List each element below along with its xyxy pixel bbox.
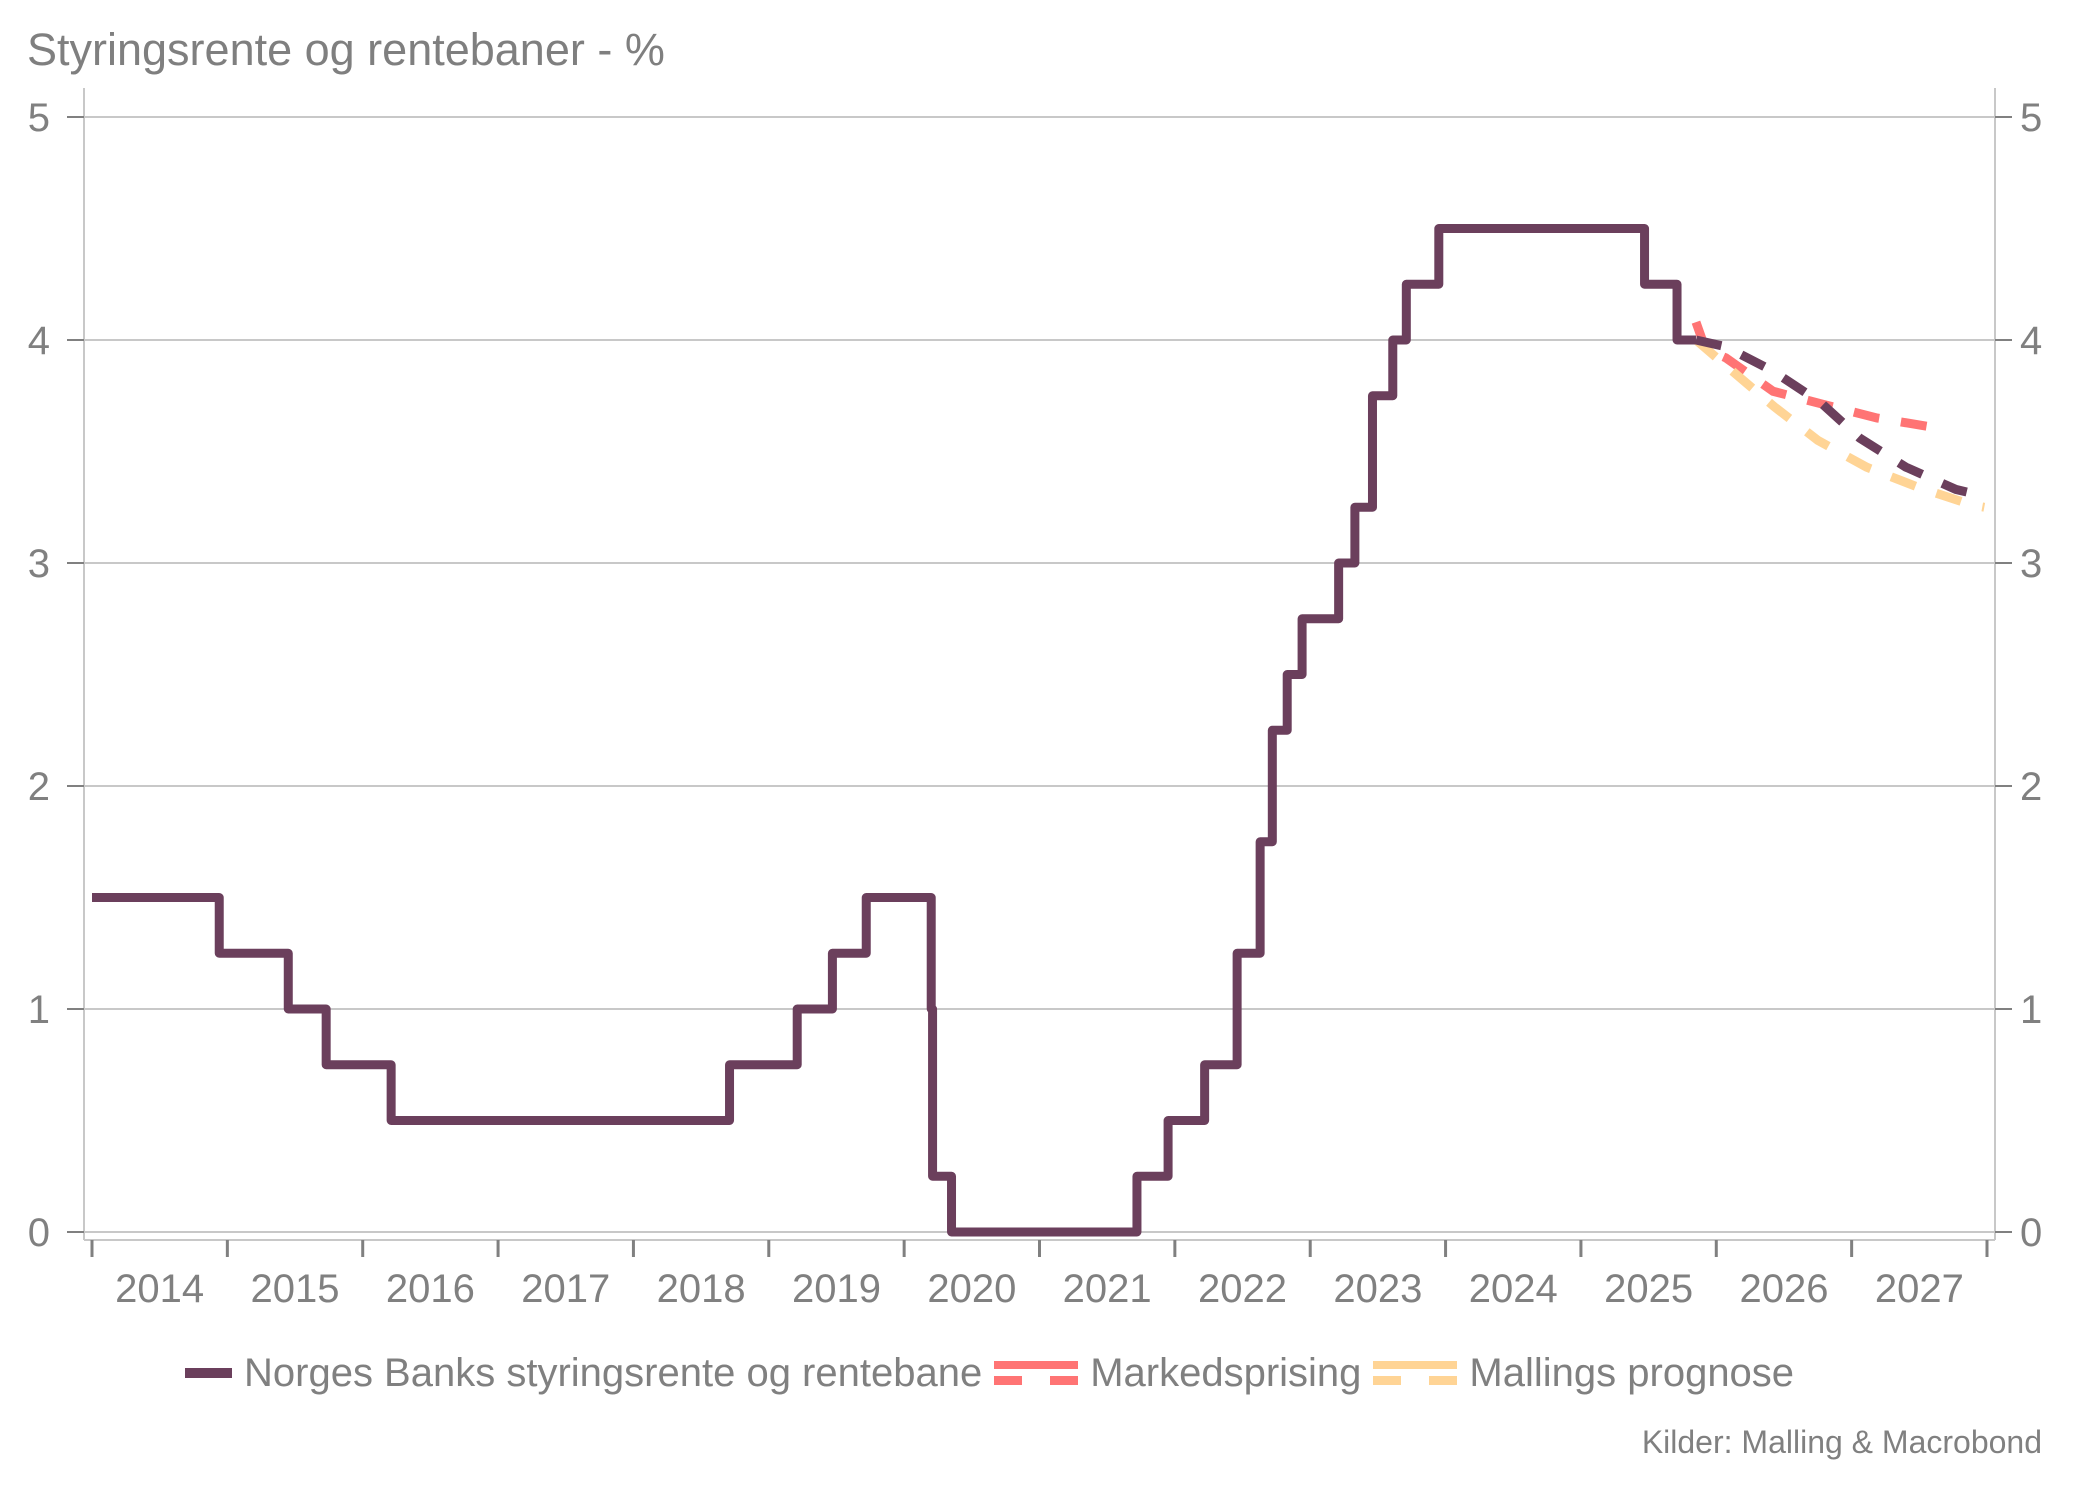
y-tick-label-right: 2 — [2020, 765, 2042, 809]
y-tick-label-left: 2 — [28, 765, 50, 809]
y-tick-label-left: 4 — [28, 319, 50, 363]
x-tick-label: 2019 — [792, 1267, 881, 1311]
series-line-dashed — [1693, 336, 1986, 512]
legend-label: Markedsprising — [1090, 1350, 1362, 1395]
y-tick-label-right: 1 — [2020, 988, 2042, 1032]
legend-label: Mallings prognose — [1469, 1350, 1795, 1395]
x-tick-label: 2026 — [1739, 1267, 1828, 1311]
y-tick-label-left: 3 — [28, 542, 50, 586]
y-axis-left: 0 1 2 3 4 5 — [28, 96, 84, 1255]
x-tick-label: 2017 — [521, 1267, 610, 1311]
legend: Norges Banks styringsrente og rentebane … — [185, 1349, 1806, 1397]
x-tick-label: 2015 — [251, 1267, 340, 1311]
y-axis-right: 0 1 2 3 4 5 — [1995, 96, 2042, 1255]
x-tick-label: 2022 — [1198, 1267, 1287, 1311]
y-tick-label-right: 3 — [2020, 542, 2042, 586]
x-tick-label: 2014 — [115, 1267, 204, 1311]
legend-item-policy-rate: Norges Banks styringsrente og rentebane — [185, 1351, 982, 1396]
source-note: Kilder: Malling & Macrobond — [1641, 1424, 2042, 1460]
x-tick-label: 2016 — [386, 1267, 475, 1311]
series-line-policy-rate — [92, 224, 1696, 1237]
legend-swatch-dashed-icon — [994, 1361, 1079, 1385]
legend-item-malling: Mallings prognose — [1373, 1351, 1794, 1396]
chart-title: Styringsrente og rentebaner - % — [27, 24, 665, 75]
legend-swatch-dashed-icon — [1373, 1361, 1458, 1385]
gridlines — [84, 116, 1995, 1233]
series-lines — [92, 224, 1986, 1237]
x-tick-label: 2027 — [1875, 1267, 1964, 1311]
x-tick-label: 2024 — [1469, 1267, 1558, 1311]
x-tick-label: 2023 — [1333, 1267, 1422, 1311]
series-line-dashed — [1691, 320, 1933, 432]
legend-swatch-solid-icon — [185, 1368, 232, 1378]
x-tick-label: 2021 — [1063, 1267, 1152, 1311]
y-tick-label-right: 4 — [2020, 319, 2042, 363]
y-tick-label-right: 0 — [2020, 1211, 2042, 1255]
y-tick-label-left: 5 — [28, 96, 50, 140]
x-tick-label: 2020 — [927, 1267, 1016, 1311]
y-tick-label-right: 5 — [2020, 96, 2042, 140]
legend-label: Norges Banks styringsrente og rentebane — [244, 1350, 983, 1395]
y-tick-label-left: 1 — [28, 988, 50, 1032]
x-tick-label: 2025 — [1604, 1267, 1693, 1311]
legend-item-market: Markedsprising — [994, 1351, 1361, 1396]
x-axis: 2014 2015 2016 2017 2018 2019 2020 2021 2022 2023… — [90, 1240, 1989, 1311]
series-line-dashed — [1694, 335, 1986, 501]
x-tick-label: 2018 — [657, 1267, 746, 1311]
y-tick-label-left: 0 — [28, 1211, 50, 1255]
